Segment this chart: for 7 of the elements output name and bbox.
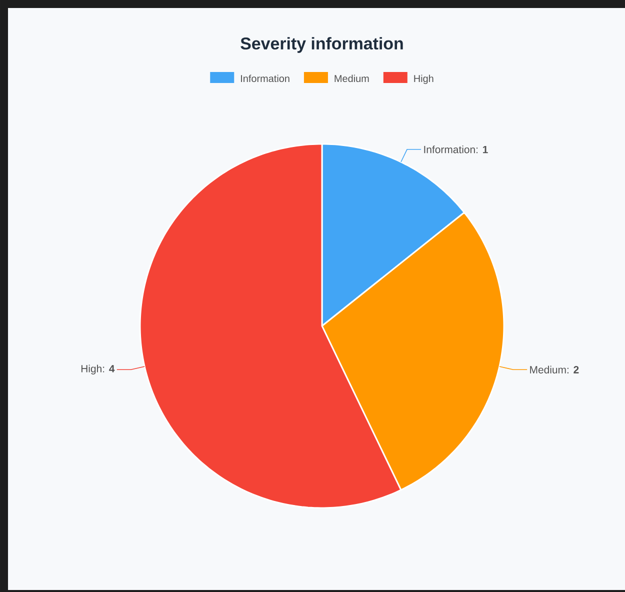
legend-label: High	[414, 74, 434, 84]
legend-label: Medium	[334, 74, 369, 82]
legend-label: Information	[241, 74, 290, 82]
data-label: High: 4	[81, 364, 115, 374]
chart-title: Severity information	[240, 37, 403, 53]
data-label: Information: 1	[424, 146, 488, 154]
data-label: Medium: 2	[530, 366, 579, 374]
